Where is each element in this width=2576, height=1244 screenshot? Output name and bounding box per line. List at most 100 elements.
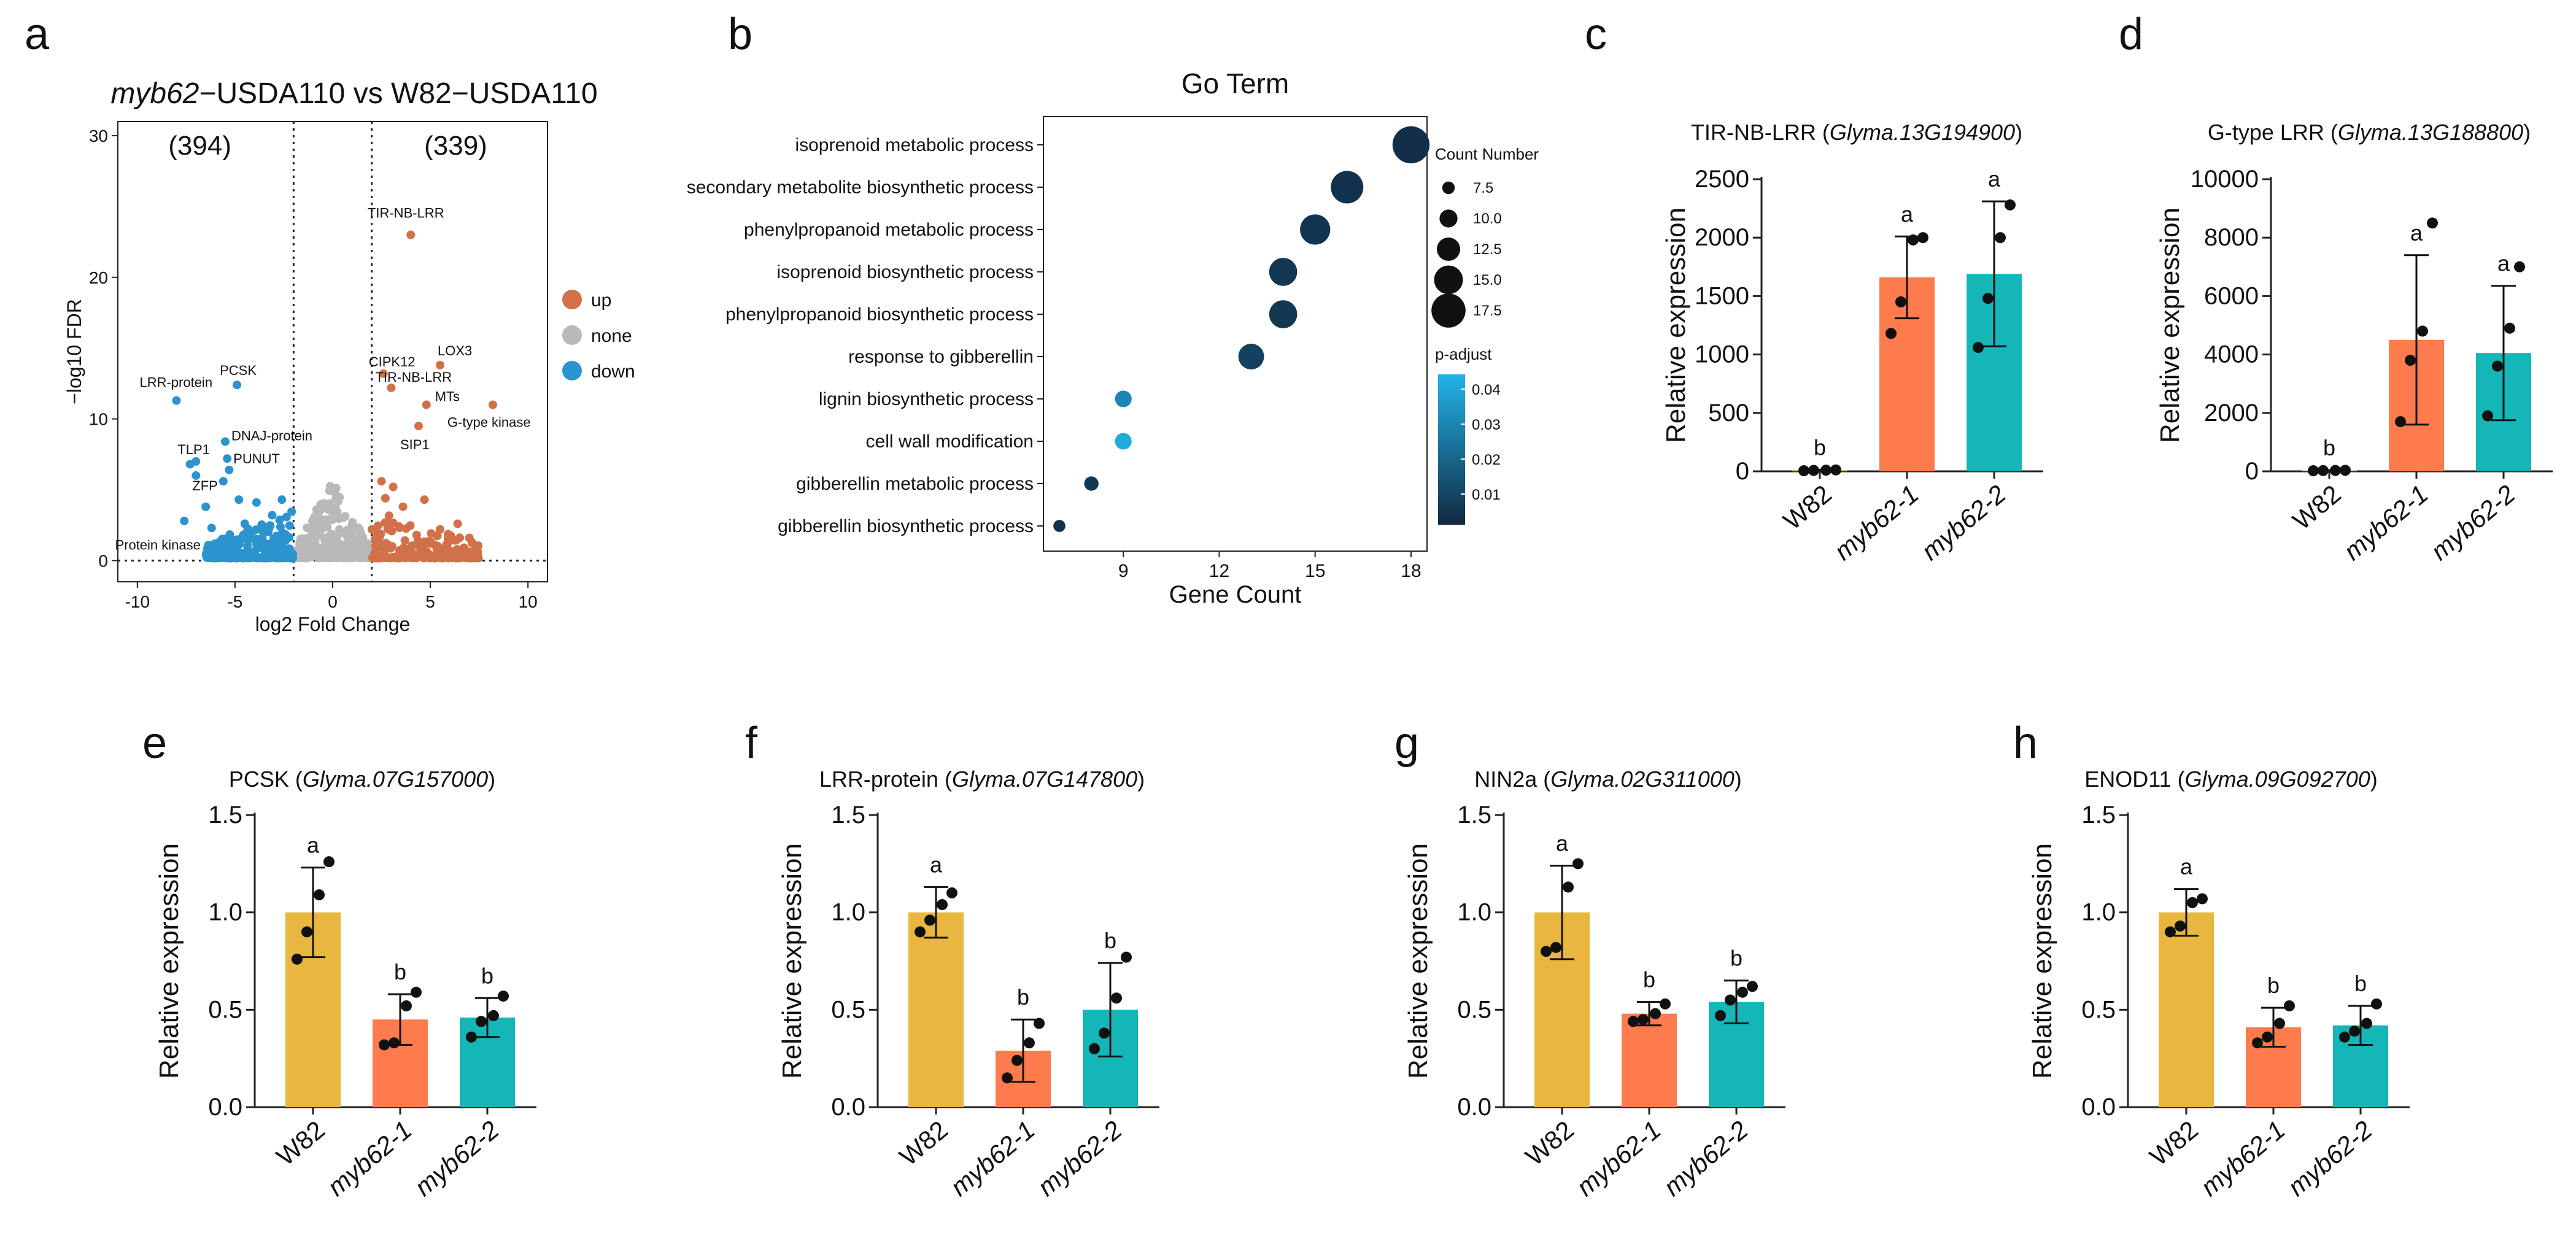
replicate-point [2187, 897, 2198, 908]
replicate-point [946, 887, 957, 898]
volcano-title-italic: myb62 [110, 77, 199, 110]
legend-swatch-none [562, 325, 582, 345]
y-tick-label: 1.0 [2081, 899, 2116, 926]
y-tick-label: 1500 [1695, 282, 1749, 309]
replicate-point [292, 953, 303, 965]
y-axis-label: Relative expression [777, 843, 807, 1079]
go-xlabel: Gene Count [1169, 581, 1302, 608]
up-gene-point [373, 532, 382, 541]
go-term-dot [1269, 258, 1298, 286]
panel-letter-a: a [25, 10, 50, 59]
replicate-point [915, 926, 926, 938]
gene-name: TIR-NB-LRR ( [1691, 120, 1830, 145]
category-label: myb62-1 [1828, 479, 1924, 566]
replicate-point [2427, 217, 2438, 229]
none-gene-point [325, 482, 335, 491]
replicate-point [937, 898, 948, 910]
none-gene-point [325, 500, 334, 509]
go-x-tick-label: 18 [1401, 561, 1421, 581]
replicate-point [1002, 1072, 1013, 1084]
y-tick-label: 1.0 [1457, 899, 1491, 926]
replicate-point [1886, 328, 1897, 339]
go-term-dot [1392, 126, 1430, 164]
down-gene-point [269, 534, 278, 543]
down-gene-point [285, 521, 294, 530]
category-label: myb62-2 [409, 1115, 504, 1202]
x-tick-label: -5 [227, 592, 242, 611]
gene-label: PUNUT [233, 451, 280, 466]
go-term-label: lignin biosynthetic process [819, 389, 1034, 409]
category-label: myb62-1 [1571, 1115, 1666, 1202]
significance-letter: b [481, 963, 493, 988]
none-gene-point [307, 552, 316, 562]
replicate-point [466, 1031, 477, 1043]
replicate-point [2318, 465, 2329, 476]
legend-label-up: up [591, 290, 611, 311]
go-term-label: response to gibberellin [848, 347, 1034, 367]
gene-label: MTs [435, 389, 460, 404]
legend-swatch-down [562, 361, 582, 381]
y-tick-label: 1.5 [1457, 802, 1491, 829]
legend-label-none: none [591, 326, 632, 346]
down-gene-point [287, 552, 296, 562]
replicate-point [2284, 1000, 2295, 1011]
none-gene-point [358, 543, 367, 552]
none-gene-point [333, 547, 342, 557]
replicate-point [1973, 342, 1984, 353]
down-gene-point [273, 543, 282, 552]
panel-letter-f: f [745, 719, 758, 768]
significance-letter: a [307, 833, 320, 858]
go-term-label: cell wall modification [866, 431, 1034, 452]
replicate-point [488, 1010, 499, 1021]
panel-letter-g: g [1394, 719, 1419, 768]
up-count: (339) [424, 131, 487, 161]
down-labeled-point [233, 381, 242, 390]
gene-label: SIP1 [400, 437, 430, 452]
replicate-point [1895, 296, 1906, 307]
significance-letter: b [394, 959, 406, 984]
go-term-label: phenylpropanoid metabolic process [744, 220, 1034, 240]
gene-title-close: ) [2015, 120, 2022, 145]
down-gene-point [201, 502, 211, 511]
gene-title-close: ) [1735, 767, 1742, 792]
category-label: myb62-2 [1916, 479, 2011, 566]
go-term-label: isoprenoid metabolic process [795, 135, 1034, 155]
replicate-point [1737, 986, 1748, 998]
gene-name: NIN2a ( [1474, 767, 1550, 792]
gene-id: Glyma.07G157000 [303, 767, 488, 792]
go-x-tick-label: 9 [1118, 561, 1129, 581]
replicate-point [1011, 1054, 1023, 1066]
replicate-point [1563, 881, 1574, 893]
y-tick-label: 1.5 [208, 802, 242, 829]
down-gene-point [219, 477, 228, 486]
replicate-point [411, 986, 422, 998]
panel-letter-d: d [2119, 10, 2143, 59]
down-gene-point [253, 554, 262, 563]
replicate-point [2252, 1037, 2263, 1049]
replicate-point [1572, 858, 1584, 870]
none-gene-point [352, 535, 362, 544]
gene-title-c: TIR-NB-LRR (Glyma.13G194900) [1691, 120, 2022, 145]
replicate-point [924, 914, 935, 926]
down-gene-point [244, 554, 253, 563]
y-tick-label: 0 [98, 551, 108, 570]
go-term-dot [1238, 344, 1264, 369]
replicate-point [401, 1000, 412, 1011]
x-tick-label: 5 [425, 592, 435, 611]
go-term-panel: b Go Term 9 12 15 18 Gene Count isoprenoid meta… [687, 10, 1539, 608]
gene-title-h: ENOD11 (Glyma.09G092700) [2084, 767, 2378, 792]
gene-title-close: ) [2370, 767, 2378, 792]
down-labeled-point [223, 454, 232, 463]
gene-id: Glyma.13G188800 [2338, 120, 2523, 145]
y-tick-label: 0.5 [208, 996, 242, 1023]
up-gene-point [426, 539, 435, 548]
replicate-point [2417, 325, 2428, 337]
y-tick-label: 1.5 [831, 802, 865, 829]
significance-letter: a [1988, 166, 2001, 191]
replicate-point [1099, 1027, 1110, 1039]
volcano-ylabel: −log10 FDR [63, 299, 85, 404]
down-gene-point [258, 533, 267, 543]
gene-label: LRR-protein [139, 375, 212, 390]
gene-title-close: ) [1137, 767, 1145, 792]
up-gene-point [470, 551, 479, 560]
